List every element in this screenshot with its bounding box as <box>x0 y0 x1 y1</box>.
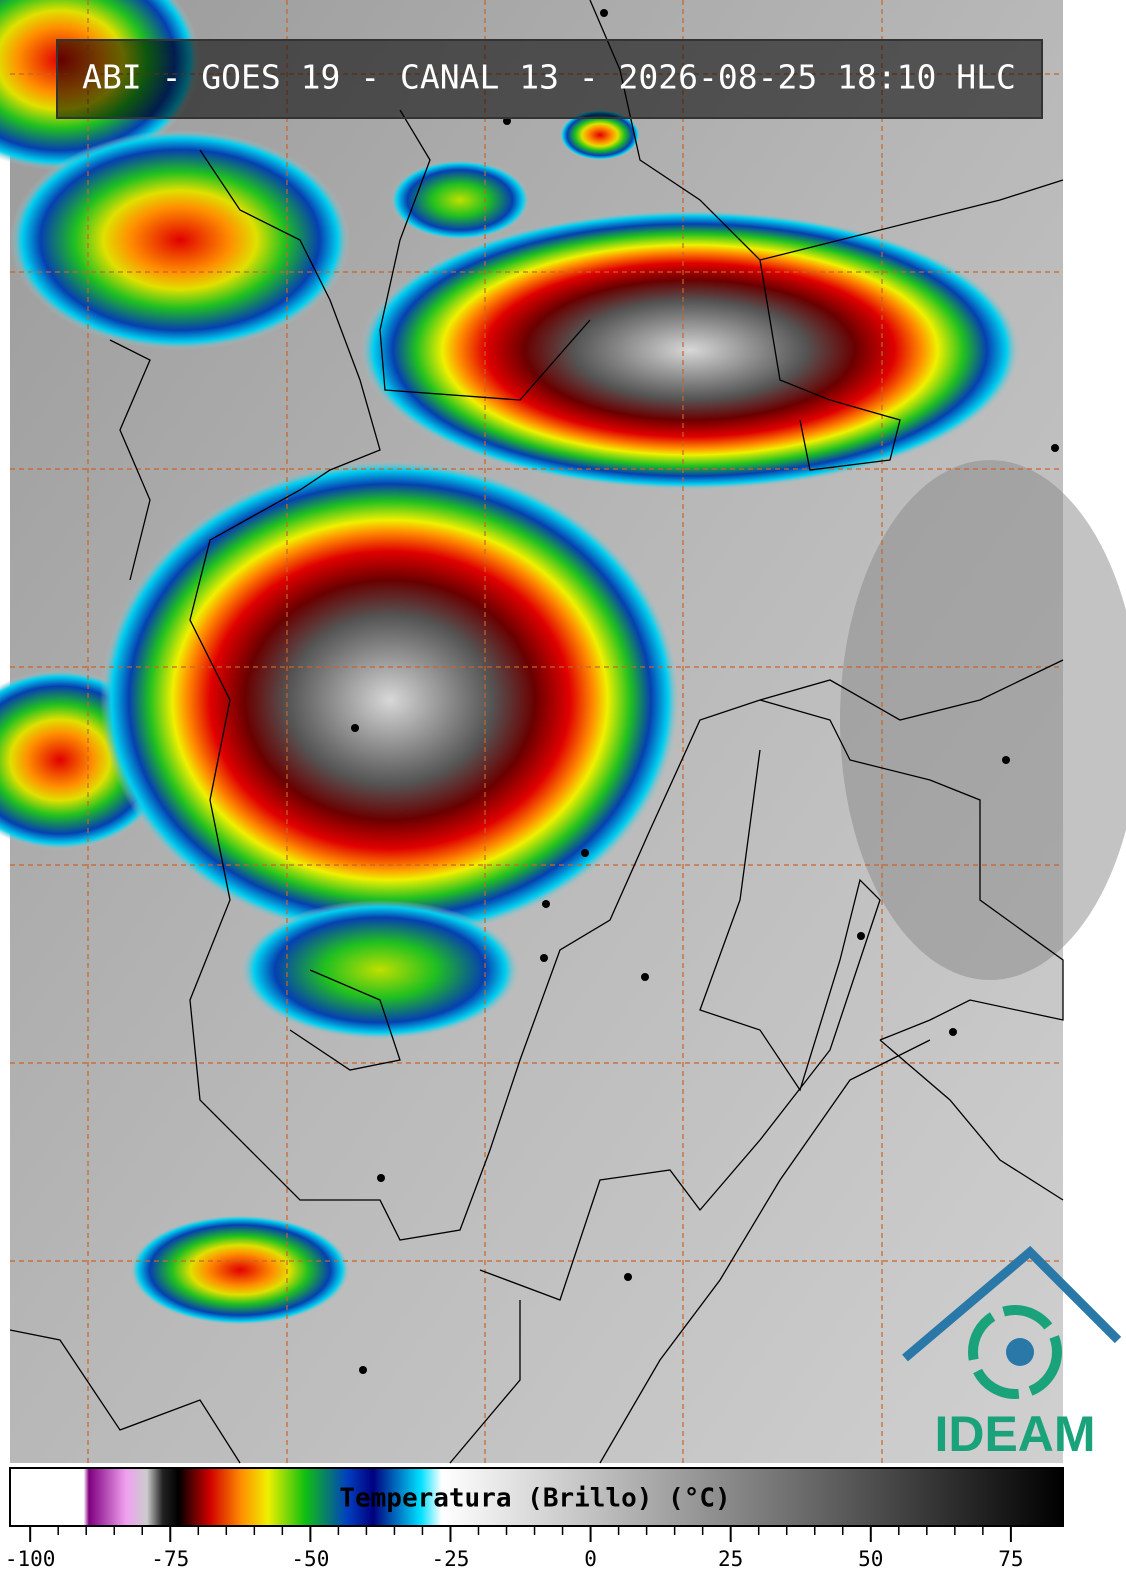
cloud <box>240 900 520 1040</box>
logo-roof <box>902 1245 1122 1362</box>
cloud <box>100 460 680 940</box>
cloud <box>560 110 640 160</box>
cloud <box>840 460 1126 980</box>
tick-label: 75 <box>998 1547 1023 1571</box>
tick-label: 25 <box>718 1547 743 1571</box>
logo-eye <box>1006 1338 1034 1366</box>
tick-label: 50 <box>858 1547 883 1571</box>
cloud <box>10 130 350 350</box>
logo-text: IDEAM <box>934 1406 1095 1462</box>
logo-swirl <box>968 1305 1062 1399</box>
colorbar-label: Temperatura (Brillo) (°C) <box>339 1484 730 1514</box>
tick-label: -100 <box>5 1547 56 1571</box>
cloud <box>360 210 1020 490</box>
title: ABI - GOES 19 - CANAL 13 - 2026-08-25 18… <box>82 58 1016 97</box>
tick-label: -75 <box>151 1547 189 1571</box>
borders <box>9 0 1064 1464</box>
tick-label: -25 <box>432 1547 470 1571</box>
tick-label: -50 <box>291 1547 329 1571</box>
title-box <box>56 39 1043 119</box>
logo: IDEAM <box>902 1245 1122 1462</box>
cloud <box>390 160 530 240</box>
colorbar: Temperatura (Brillo) (°C) -100 -75 -50 -25 0… <box>5 1467 1064 1571</box>
cloud <box>130 1215 350 1325</box>
tick-label: 0 <box>584 1547 597 1571</box>
map: ABI - GOES 19 - CANAL 13 - 2026-08-25 18… <box>0 0 1126 1464</box>
colorbar-ramp <box>9 1467 1064 1527</box>
